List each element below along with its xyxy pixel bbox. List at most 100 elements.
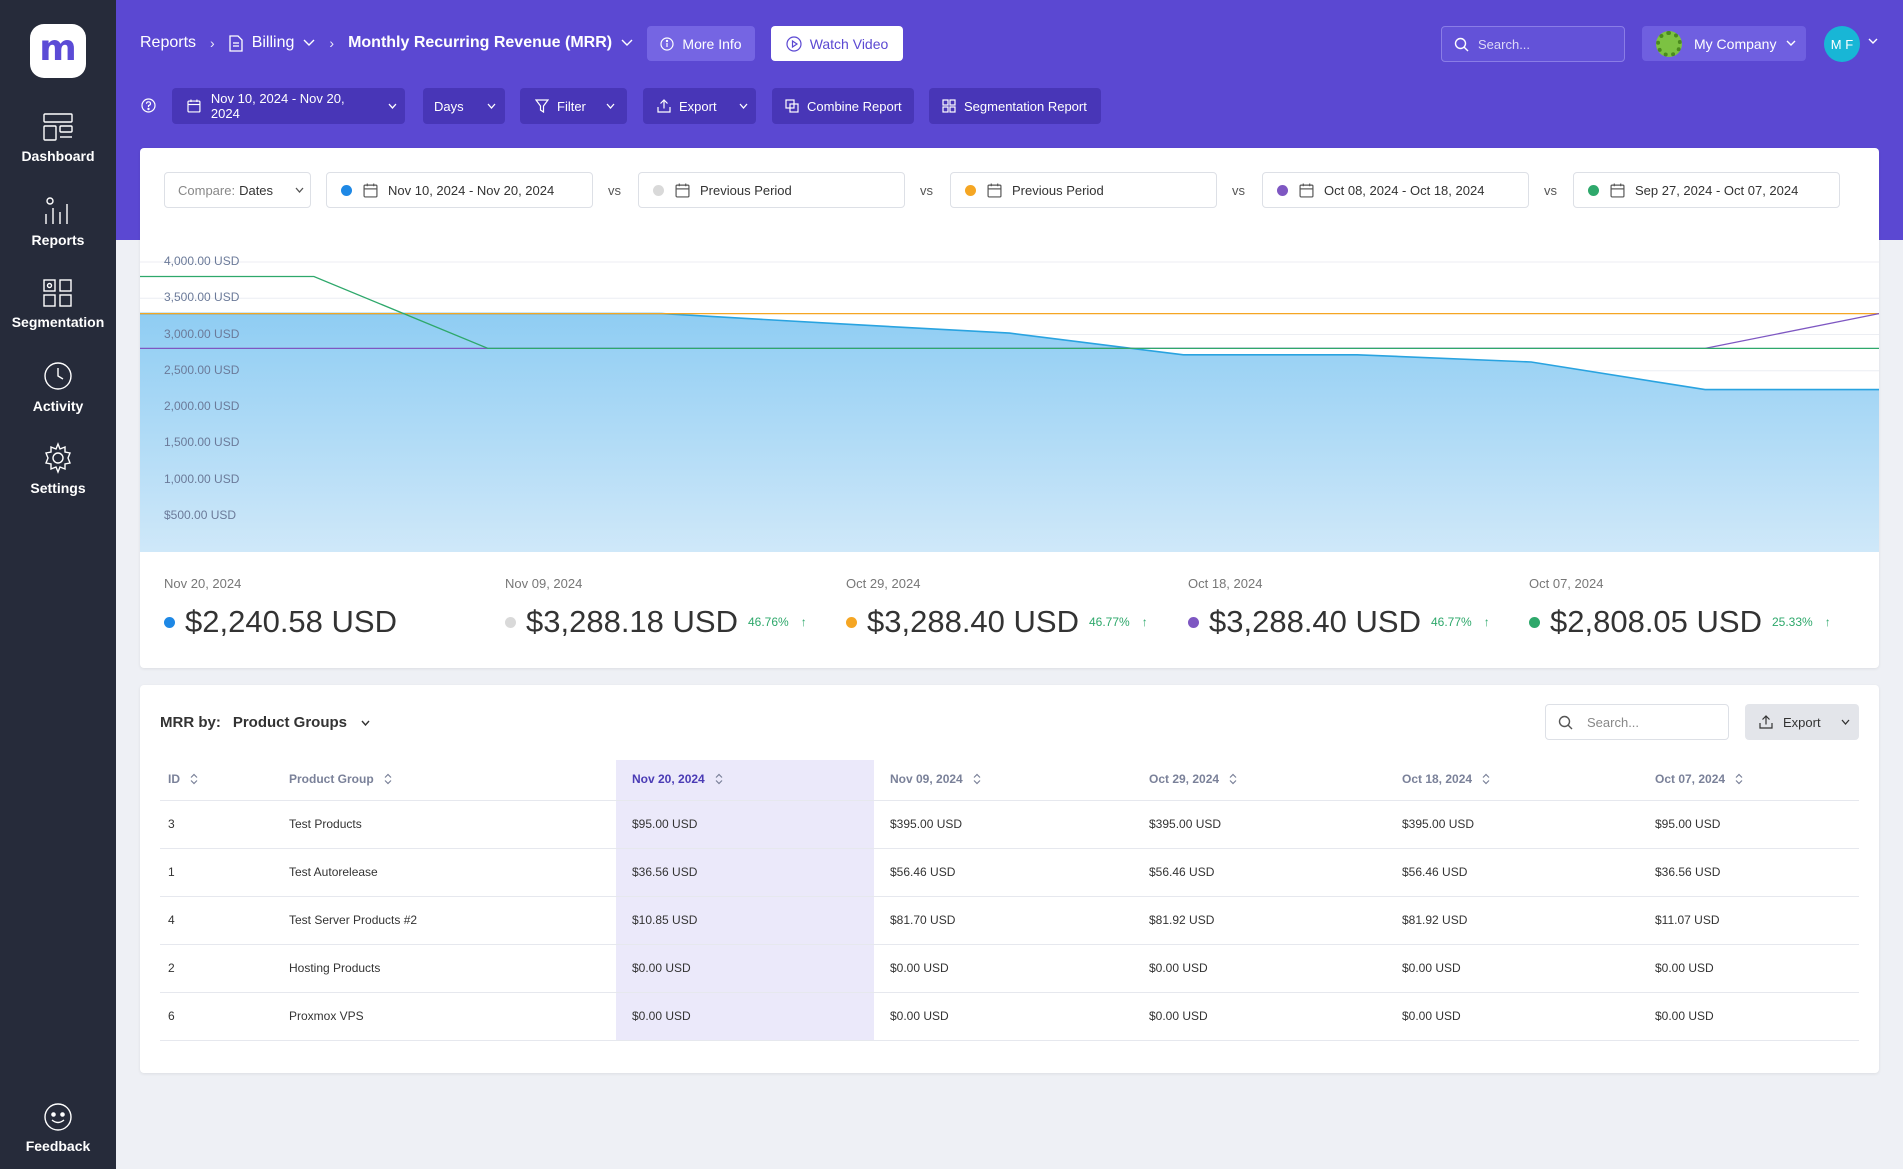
period-color-dot: [965, 184, 976, 196]
more-info-button[interactable]: More Info: [647, 26, 755, 61]
chevron-down-icon: [739, 103, 748, 109]
chevron-down-icon: [388, 103, 397, 109]
segmentation-report-button[interactable]: Segmentation Report: [929, 88, 1101, 124]
sidebar-item-label: Dashboard: [21, 148, 95, 164]
y-tick-label: 3,000.00 USD: [164, 326, 240, 341]
chevron-down-icon[interactable]: [1868, 38, 1878, 45]
series-color-dot: [164, 616, 175, 628]
upload-icon: [657, 99, 671, 113]
compare-period-5[interactable]: Sep 27, 2024 - Oct 07, 2024: [1573, 172, 1840, 208]
table-cell: $95.00 USD: [632, 817, 698, 831]
table-cell: $81.92 USD: [1402, 913, 1468, 927]
table-row[interactable]: [160, 848, 1859, 849]
table-row[interactable]: [160, 896, 1859, 897]
period-color-dot: [653, 184, 664, 196]
column-header[interactable]: Oct 29, 2024: [1149, 772, 1237, 786]
sidebar-item-reports[interactable]: Reports: [0, 196, 116, 248]
table-cell: $0.00 USD: [890, 1009, 949, 1023]
series-area-current: [140, 313, 1879, 552]
sidebar-item-activity[interactable]: Activity: [0, 360, 116, 414]
stat-date: Oct 29, 2024: [846, 576, 921, 591]
chevron-down-icon: [361, 720, 370, 726]
table-cell: $0.00 USD: [1655, 1009, 1714, 1023]
column-header[interactable]: Nov 20, 2024: [632, 772, 723, 786]
sort-icon: [715, 773, 723, 785]
column-header[interactable]: Oct 07, 2024: [1655, 772, 1743, 786]
table-cell: $0.00 USD: [1402, 961, 1461, 975]
chevron-down-icon: [487, 103, 496, 109]
date-range-picker[interactable]: Nov 10, 2024 - Nov 20, 2024: [172, 88, 405, 124]
combine-report-button[interactable]: Combine Report: [772, 88, 914, 124]
table-card: [140, 685, 1879, 1073]
company-selector[interactable]: My Company: [1642, 26, 1806, 61]
chevron-down-icon: [303, 39, 315, 46]
sidebar-item-label: Settings: [30, 480, 86, 496]
stat-value-row: $3,288.40 USD 46.77% ↑: [1188, 604, 1490, 640]
breadcrumb-current-report[interactable]: Monthly Recurring Revenue (MRR): [348, 34, 633, 52]
table-cell: $0.00 USD: [1402, 1009, 1461, 1023]
compare-period-4[interactable]: Oct 08, 2024 - Oct 18, 2024: [1262, 172, 1529, 208]
feedback-label: Feedback: [25, 1138, 91, 1154]
table-cell: $56.46 USD: [890, 865, 956, 879]
column-header[interactable]: Oct 18, 2024: [1402, 772, 1490, 786]
stat-value-row: $3,288.40 USD 46.77% ↑: [846, 604, 1148, 640]
sort-icon: [1229, 773, 1237, 785]
table-row[interactable]: [160, 1040, 1859, 1041]
avatar[interactable]: M F: [1824, 26, 1860, 62]
stat-date: Oct 07, 2024: [1529, 576, 1604, 591]
upload-icon: [1759, 715, 1773, 729]
series-color-dot: [505, 616, 516, 628]
app-logo[interactable]: m: [30, 24, 86, 78]
chevron-down-icon: [606, 103, 615, 109]
arrow-up-icon: ↑: [1483, 615, 1490, 629]
stat-change-percent: 46.76%: [747, 615, 789, 629]
table-export-button[interactable]: Export: [1745, 704, 1859, 740]
breadcrumb: Reports › Billing › Monthly Recurring Re…: [140, 34, 633, 52]
table-row[interactable]: [160, 992, 1859, 993]
table-cell: Test Server Products #2: [289, 913, 418, 927]
table-cell: $395.00 USD: [1402, 817, 1475, 831]
compare-period-1[interactable]: Nov 10, 2024 - Nov 20, 2024: [326, 172, 593, 208]
watch-video-button[interactable]: Watch Video: [771, 26, 903, 61]
table-cell: 1: [168, 865, 175, 879]
column-header[interactable]: ID: [168, 772, 198, 786]
sidebar-item-segmentation[interactable]: Segmentation: [0, 278, 116, 330]
calendar-icon: [363, 183, 378, 198]
header-search-input[interactable]: Search...: [1441, 26, 1625, 62]
sidebar-item-dashboard[interactable]: Dashboard: [0, 112, 116, 164]
group-by-select[interactable]: Product Groups: [233, 714, 370, 731]
compare-mode-select[interactable]: Compare: Dates: [164, 172, 311, 208]
column-header[interactable]: Nov 09, 2024: [890, 772, 981, 786]
arrow-up-icon: ↑: [1141, 615, 1148, 629]
vs-label: vs: [920, 183, 933, 198]
filter-button[interactable]: Filter: [520, 88, 627, 124]
header-divider: [160, 800, 1859, 801]
stat-value: $2,808.05 USD: [1550, 604, 1762, 639]
table-cell: 6: [168, 1009, 175, 1023]
table-cell: Hosting Products: [289, 961, 381, 975]
breadcrumb-reports[interactable]: Reports: [140, 34, 197, 51]
y-tick-label: 1,000.00 USD: [164, 471, 240, 486]
chevron-down-icon: [1841, 719, 1850, 725]
sort-icon: [384, 773, 392, 785]
column-header-label: ID: [168, 772, 180, 786]
table-row[interactable]: [160, 944, 1859, 945]
mrr-by-selector: MRR by: Product Groups: [160, 714, 370, 731]
sidebar-item-settings[interactable]: Settings: [0, 442, 116, 496]
feedback-button[interactable]: Feedback: [0, 1102, 116, 1154]
table-cell: $56.46 USD: [1149, 865, 1215, 879]
breadcrumb-billing[interactable]: Billing: [229, 34, 316, 52]
segmentation-icon: [43, 279, 72, 307]
granularity-select[interactable]: Days: [423, 88, 505, 124]
column-header[interactable]: Product Group: [289, 772, 392, 786]
stat-value-row: $3,288.18 USD 46.76% ↑: [505, 604, 807, 640]
dashboard-icon: [43, 113, 73, 141]
export-button[interactable]: Export: [643, 88, 756, 124]
feedback-icon: [44, 1103, 72, 1131]
compare-period-2[interactable]: Previous Period: [638, 172, 905, 208]
stat-change-percent: 25.33%: [1771, 615, 1813, 629]
table-search-input[interactable]: Search...: [1545, 704, 1729, 740]
compare-period-3[interactable]: Previous Period: [950, 172, 1217, 208]
stat-date: Nov 09, 2024: [505, 576, 583, 591]
help-icon[interactable]: [141, 98, 156, 113]
